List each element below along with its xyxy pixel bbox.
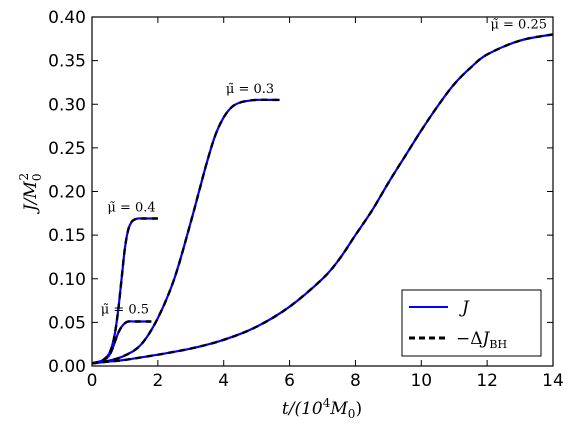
y-tick-label: 0.00 — [48, 357, 86, 377]
legend: J −ΔJBH — [401, 289, 542, 357]
x-tick-label: 10 — [410, 371, 432, 391]
curves — [91, 33, 554, 365]
x-tick-label: 12 — [476, 371, 498, 391]
legend-box — [401, 289, 542, 357]
series-line-delta-j-bh — [91, 217, 158, 365]
x-tick-label: 2 — [152, 371, 163, 391]
y-tick-label: 0.25 — [48, 139, 86, 159]
y-tick-label: 0.10 — [48, 270, 86, 290]
y-tick-label: 0.05 — [48, 313, 86, 333]
ticks: 0 2 4 6 8 10 12 14 0.00 0.05 0.10 0.15 0.20 0.25 0.30 0… — [48, 8, 564, 391]
y-tick-label: 0.15 — [48, 226, 86, 246]
x-tick-label: 6 — [284, 371, 295, 391]
y-axis-label: J/M02 — [17, 173, 44, 214]
annotation-mu-0.4: μ̃ = 0.4 — [107, 201, 155, 216]
series-line-delta-j-bh — [91, 320, 152, 365]
annotation-mu-0.25: μ̃ = 0.25 — [490, 17, 547, 32]
x-tick-label: 14 — [542, 371, 564, 391]
x-axis-label: t/(104M0) — [282, 396, 362, 421]
x-tick-label: 4 — [218, 371, 229, 391]
annotations: μ̃ = 0.5 μ̃ = 0.4 μ̃ = 0.3 μ̃ = 0.25 — [101, 17, 547, 317]
y-tick-label: 0.40 — [48, 8, 86, 28]
series-line-j — [91, 33, 554, 365]
y-tick-label: 0.20 — [48, 183, 86, 203]
x-tick-label: 0 — [87, 371, 98, 391]
y-tick-label: 0.30 — [48, 95, 86, 115]
series-line-delta-j-bh — [91, 98, 280, 365]
annotation-mu-0.3: μ̃ = 0.3 — [226, 82, 274, 97]
y-tick-label: 0.35 — [48, 52, 86, 72]
annotation-mu-0.5: μ̃ = 0.5 — [101, 303, 149, 318]
x-tick-label: 8 — [350, 371, 361, 391]
legend-label-j: J — [459, 298, 470, 318]
